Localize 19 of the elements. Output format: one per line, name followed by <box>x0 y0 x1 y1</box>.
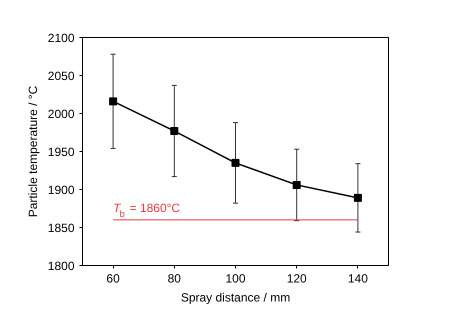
x-tick-label: 60 <box>106 272 120 286</box>
y-tick-label: 1800 <box>48 259 75 273</box>
x-tick-label: 120 <box>286 272 308 286</box>
point <box>170 126 178 135</box>
x-tick-label: 100 <box>225 272 246 286</box>
point <box>354 194 362 202</box>
y-axis-title: Particle temperature / °C <box>26 85 40 218</box>
y-tick-label: 1900 <box>48 183 75 197</box>
point <box>232 158 240 167</box>
point <box>292 180 301 189</box>
y-tick-label: 2050 <box>48 69 75 83</box>
point <box>109 97 118 106</box>
x-axis-title: Spray distance / mm <box>180 290 290 304</box>
y-tick-label: 2100 <box>48 31 75 45</box>
y-tick-label: 1850 <box>48 221 75 235</box>
x-tick-label: 80 <box>168 272 182 286</box>
x-tick-label: 140 <box>348 272 368 286</box>
y-tick-label: 2000 <box>48 107 75 121</box>
y-tick-label: 1950 <box>48 145 75 159</box>
